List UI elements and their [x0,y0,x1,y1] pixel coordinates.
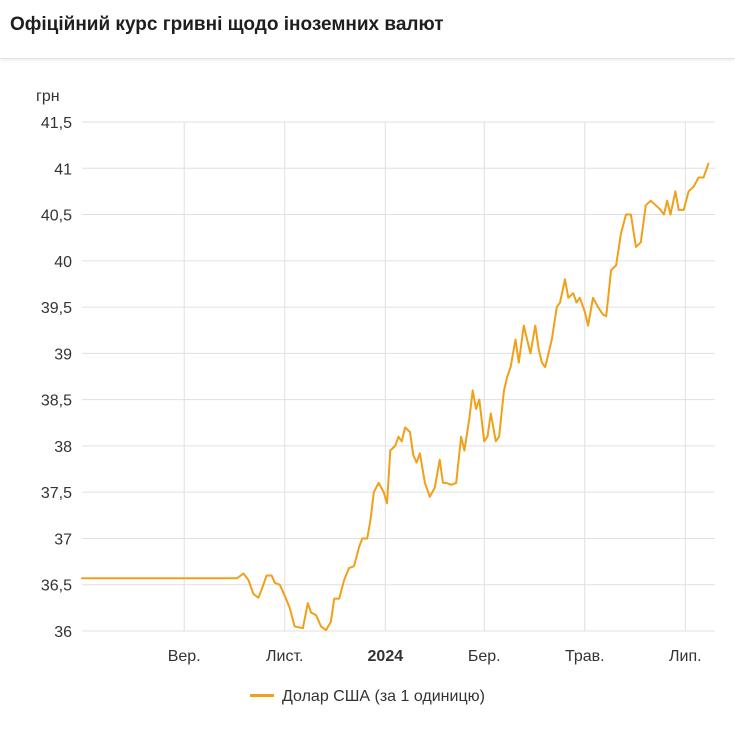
x-tick-label: Вер. [168,648,201,665]
series-group [81,162,710,632]
x-tick-label: 2024 [368,648,404,665]
legend-label: Долар США (за 1 одиницю) [282,688,485,705]
x-tick-label: Лип. [669,648,702,665]
chart-header: Офіційний курс гривні щодо іноземних вал… [0,0,735,59]
chart-grid [82,121,715,632]
series-line-usd[interactable] [81,162,710,632]
x-tick-label: Бер. [468,648,501,665]
y-tick-label: 39,5 [41,300,72,317]
y-tick-label: 38,5 [41,393,72,410]
y-tick-label: 40,5 [41,208,72,225]
y-axis-label: грн [36,88,60,105]
legend-swatch [250,694,275,698]
y-tick-label: 40 [54,254,72,271]
y-tick-label: 41 [54,161,72,178]
x-tick-label: Трав. [565,648,605,665]
x-tick-label: Лист. [266,648,303,665]
y-tick-label: 41,5 [41,115,72,132]
y-tick-label: 36,5 [41,578,72,595]
y-tick-label: 38 [54,439,72,456]
x-axis: Вер. Лист. 2024 Бер. Трав. Лип. [168,648,702,665]
y-tick-label: 37,5 [41,485,72,502]
y-tick-label: 36 [54,624,72,641]
chart-legend[interactable]: Долар США (за 1 одиницю) [0,688,735,706]
y-tick-label: 39 [54,346,72,363]
y-axis: 36 36,5 37 37,5 38 38,5 39 39,5 40 40,5 41 41,5 [41,115,72,641]
page-title: Офіційний курс гривні щодо іноземних вал… [10,14,444,35]
y-tick-label: 37 [54,531,72,548]
line-chart: 36 36,5 37 37,5 38 38,5 39 39,5 40 40,5 41 41,5 Вер… [36,88,715,665]
